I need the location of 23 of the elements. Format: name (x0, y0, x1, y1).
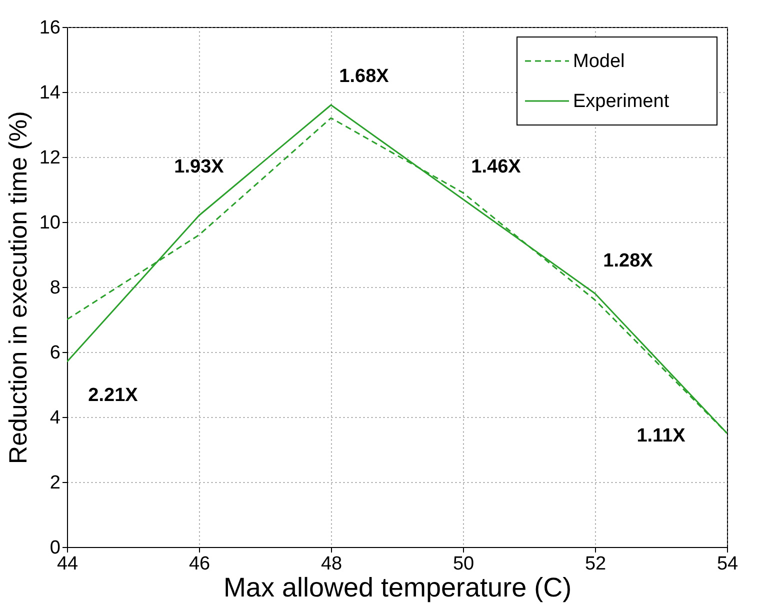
y-tick-label: 8 (50, 278, 60, 298)
y-tick-label: 16 (39, 18, 60, 38)
y-tick-label: 10 (39, 212, 60, 234)
y-tick-label: 6 (50, 342, 60, 364)
x-tick-label: 52 (584, 554, 606, 574)
x-tick-label: 50 (452, 554, 474, 574)
legend-label: Model (573, 51, 625, 72)
y-axis-title: Reduction in execution time (%) (4, 111, 32, 464)
y-tick-label: 4 (50, 408, 61, 428)
annotation: 1.68X (339, 66, 390, 87)
x-tick-label: 48 (320, 554, 342, 574)
annotation: 2.21X (88, 384, 138, 406)
y-tick-label: 14 (39, 82, 61, 104)
x-axis-title: Max allowed temperature (C) (223, 572, 572, 602)
annotation: 1.93X (174, 156, 224, 178)
legend-label: Experiment (573, 91, 670, 112)
y-tick-label: 12 (39, 148, 60, 168)
y-tick-label: 2 (50, 472, 60, 494)
annotation: 1.11X (636, 425, 686, 446)
annotation: 1.28X (603, 250, 654, 272)
annotation: 1.46X (471, 156, 522, 178)
x-tick-label: 54 (716, 554, 738, 574)
x-tick-label: 46 (188, 554, 210, 574)
